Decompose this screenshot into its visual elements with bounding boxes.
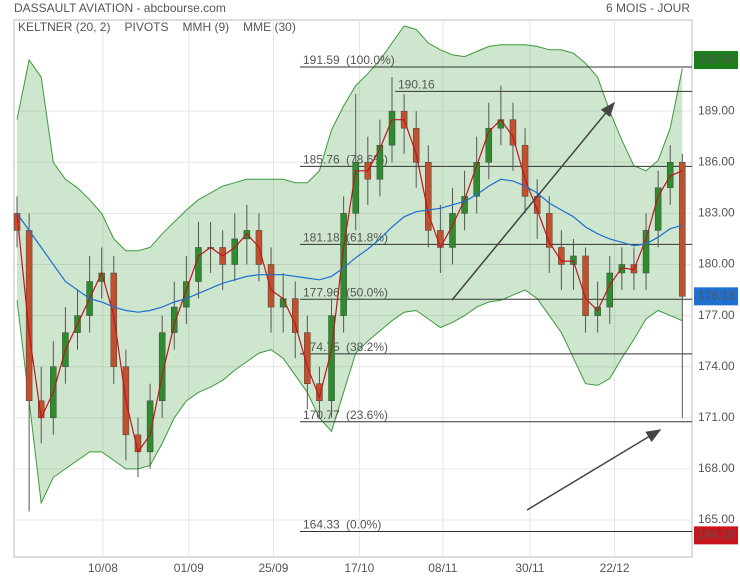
candle-body [679, 162, 686, 297]
candle-body [412, 127, 420, 163]
keltner-upper [16, 25, 683, 252]
candle-body [183, 281, 190, 308]
candle-body [473, 162, 480, 197]
candle-body [546, 213, 553, 248]
y-tick-label: 189.00 [698, 103, 735, 117]
chart-subtitle: 6 MOIS - JOUR [606, 1, 690, 15]
candle-body [340, 213, 347, 316]
candle-body [352, 162, 359, 214]
y-tick-label: 168.00 [698, 461, 735, 475]
y-tick-label: 180.00 [698, 257, 735, 271]
pivot-value: 190.16 [398, 78, 435, 92]
x-tick-label: 17/10 [344, 561, 374, 575]
candle-body [171, 306, 178, 333]
x-tick-label: 30/11 [515, 561, 544, 575]
legend-entry: KELTNER (20, 2) [18, 20, 110, 34]
plot-frame [13, 19, 693, 558]
chart-title: DASSAULT AVIATION - abcbourse.com [14, 1, 226, 15]
price-tag [694, 51, 738, 70]
average-line [16, 118, 683, 454]
candle-body [449, 213, 456, 248]
pivot-percent: (100.0%) [346, 53, 395, 67]
trend-arrow [526, 429, 662, 511]
y-tick-label: 171.00 [698, 410, 735, 424]
candle-body [158, 332, 166, 402]
y-tick-label: 183.00 [698, 206, 735, 220]
pivot-value: 164.33 [303, 518, 340, 532]
candle-body [316, 383, 323, 402]
pivot-value: 181.18 [303, 231, 340, 245]
candle-body [437, 230, 444, 248]
candle-body [654, 187, 662, 231]
y-tick-label: 174.00 [698, 359, 735, 373]
candle-body [509, 119, 517, 146]
trend-arrow [451, 101, 615, 301]
y-tick-label: 186.00 [698, 154, 735, 168]
price-tag-label: 178.13 [698, 289, 735, 303]
price-tag-label: 192.00 [698, 52, 735, 66]
average-line [16, 178, 683, 313]
x-tick-label: 10/08 [88, 561, 118, 575]
candle-body [195, 247, 202, 282]
candle-body [642, 230, 650, 274]
candle-body [376, 144, 384, 180]
x-tick-label: 25/09 [258, 561, 288, 575]
candle-body [110, 272, 118, 367]
candle-body [146, 400, 154, 453]
candle-body [582, 255, 589, 316]
pivot-value: 170.77 [303, 408, 340, 422]
candle-body [267, 264, 275, 308]
legend-entry: MME (30) [243, 20, 296, 34]
x-tick-label: 22/12 [600, 561, 630, 575]
price-tag-label: 164.10 [698, 528, 735, 542]
pivot-value: 191.59 [303, 53, 340, 67]
candle-body [328, 315, 335, 402]
candle-body [497, 119, 505, 129]
price-tag [694, 287, 738, 306]
candle-body [13, 213, 21, 231]
pivot-percent: (50.0%) [346, 285, 388, 299]
x-tick-label: 08/11 [428, 561, 457, 575]
x-tick-label: 01/09 [174, 561, 204, 575]
legend-entry: PIVOTS [124, 20, 168, 34]
pivot-percent: (23.6%) [346, 408, 388, 422]
plot: 165.00 168.00 171.00 174.00 177.00 180.00 183.… [13, 20, 735, 575]
pivot-percent: (0.0%) [346, 518, 381, 532]
price-tag [694, 526, 738, 545]
pivot-percent: (38.2%) [346, 340, 388, 354]
candle-body [231, 238, 239, 265]
y-tick-label: 177.00 [698, 308, 735, 322]
pivot-value: 185.76 [303, 153, 340, 167]
candle-body [558, 247, 565, 265]
candle-body [570, 255, 577, 265]
candle-body [485, 127, 493, 163]
candle-body [388, 110, 396, 146]
candle-body [291, 298, 299, 333]
legend-entry: MMH (9) [183, 20, 230, 34]
pivot-value: 177.96 [303, 285, 340, 299]
y-tick-label: 165.00 [698, 512, 735, 526]
